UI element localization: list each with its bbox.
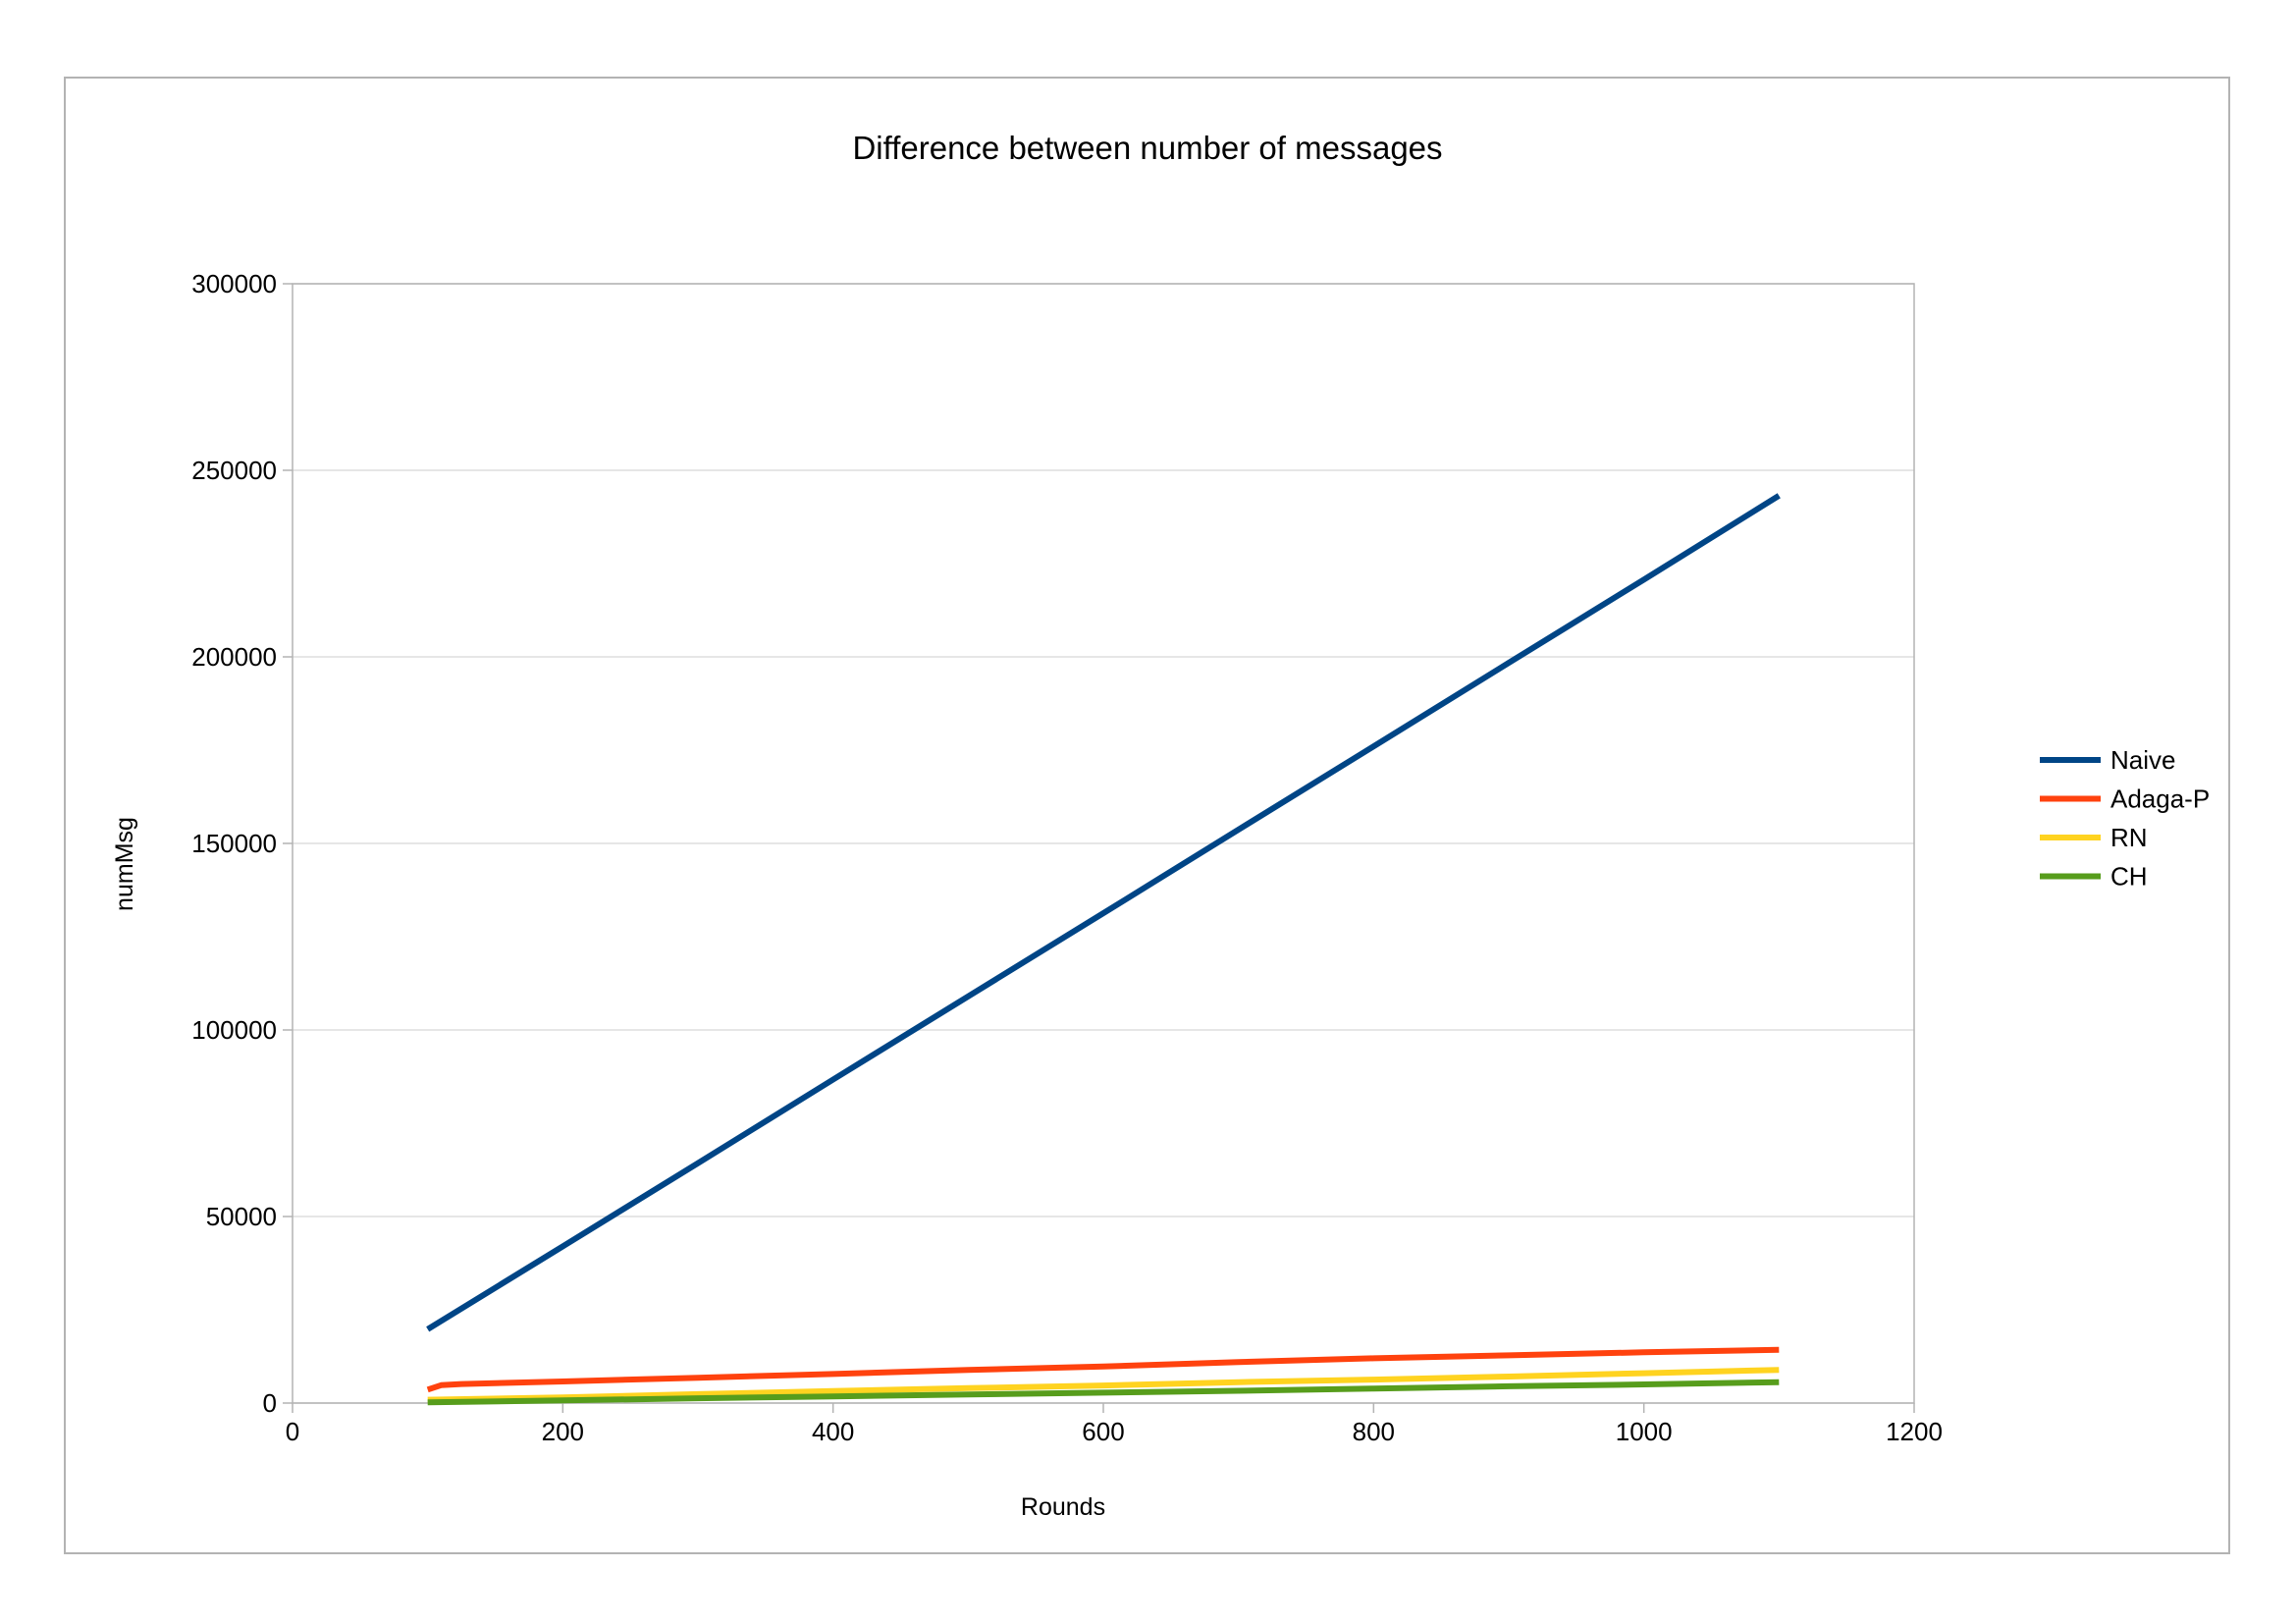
y-tick-label: 200000 <box>191 642 277 672</box>
chart-title: Difference between number of messages <box>852 130 1442 166</box>
x-tick-label: 400 <box>812 1417 854 1446</box>
series-line-naive <box>426 493 1781 1332</box>
series-line-rn <box>427 1367 1780 1403</box>
series-line-ch <box>427 1379 1780 1406</box>
y-axis-title: numMsg <box>111 817 138 911</box>
series-line-adaga-p <box>426 1346 1780 1393</box>
legend-label-adaga-p: Adaga-P <box>2110 784 2210 814</box>
legend: Naive Adaga-P RN CH <box>2040 745 2210 892</box>
y-axis-ticks: 0 50000 100000 150000 200000 250000 300000 <box>191 269 293 1418</box>
x-axis-title: Rounds <box>1021 1493 1105 1521</box>
y-tick-label: 300000 <box>191 269 277 298</box>
y-tick-label: 250000 <box>191 456 277 485</box>
x-tick-label: 0 <box>286 1417 299 1446</box>
y-tick-label: 150000 <box>191 829 277 858</box>
y-tick-label: 50000 <box>206 1202 277 1231</box>
x-tick-label: 1200 <box>1886 1417 1943 1446</box>
x-tick-label: 800 <box>1353 1417 1395 1446</box>
legend-label-ch: CH <box>2110 862 2148 892</box>
y-tick-label: 0 <box>263 1388 277 1418</box>
x-tick-label: 1000 <box>1616 1417 1673 1446</box>
y-tick-label: 100000 <box>191 1015 277 1045</box>
chart-frame <box>64 77 2230 1554</box>
gridlines <box>293 283 1914 1404</box>
legend-label-rn: RN <box>2110 823 2148 852</box>
x-tick-label: 200 <box>542 1417 584 1446</box>
x-tick-label: 600 <box>1082 1417 1124 1446</box>
series-lines <box>426 493 1781 1406</box>
legend-label-naive: Naive <box>2110 745 2175 775</box>
x-axis-ticks: 0 200 400 600 800 1000 1200 <box>286 1403 1943 1446</box>
